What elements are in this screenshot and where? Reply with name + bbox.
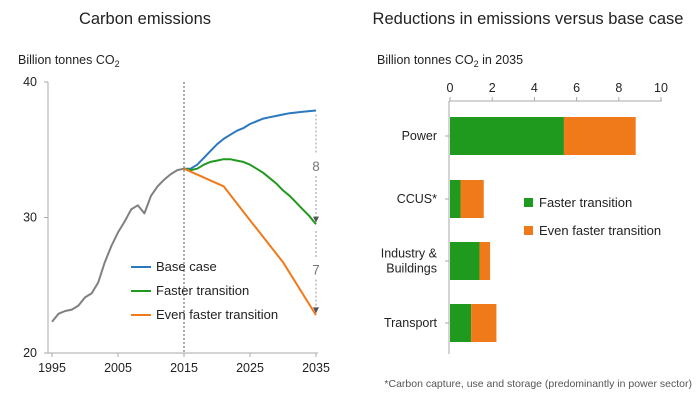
left-y-tick-label: 40 — [23, 75, 37, 89]
left-y-ticks: 20 30 40 — [23, 75, 48, 360]
left-y-unit: Billion tonnes CO2 — [18, 53, 120, 69]
bar-segment — [479, 242, 491, 280]
annotation-value: 8 — [312, 159, 320, 174]
right-x-tick-label: 4 — [531, 81, 538, 95]
right-bars — [450, 117, 636, 342]
left-y-tick-label: 30 — [23, 211, 37, 225]
right-x-tick-label: 6 — [573, 81, 580, 95]
annotation-arrowhead — [313, 216, 319, 223]
left-x-ticks: 1995 2005 2015 2025 2035 — [38, 353, 330, 375]
footnote: *Carbon capture, use and storage (predom… — [384, 378, 692, 390]
legend-label: Base case — [156, 259, 217, 274]
legend-swatch — [524, 226, 533, 235]
left-chart-title: Carbon emissions — [79, 10, 211, 28]
right-category-labels: Power CCUS* Industry & Buildings Transport — [381, 129, 449, 330]
annotation-arrowhead — [313, 307, 319, 314]
legend-swatch — [524, 198, 533, 207]
series-line-historical — [51, 167, 185, 323]
bar-segment — [450, 180, 461, 218]
left-x-tick-label: 2015 — [170, 361, 198, 375]
right-x-tick-label: 2 — [489, 81, 496, 95]
series-line-base-case — [184, 109, 317, 170]
right-chart: Reductions in emissions versus base case… — [373, 10, 692, 390]
legend-label: Even faster transition — [539, 223, 661, 238]
left-y-tick-label: 20 — [23, 346, 37, 360]
right-x-tick-label: 10 — [654, 81, 668, 95]
left-x-tick-label: 2035 — [302, 361, 330, 375]
legend-label: Faster transition — [156, 283, 249, 298]
bar-segment — [450, 304, 472, 342]
left-x-tick-label: 1995 — [38, 361, 66, 375]
left-series-lines — [51, 109, 317, 323]
left-chart: Carbon emissions Billion tonnes CO2 20 30… — [18, 10, 330, 375]
bar-segment — [450, 117, 564, 155]
right-x-ticks: 0 2 4 6 8 10 — [447, 81, 668, 101]
category-label: Industry & Buildings — [381, 247, 438, 276]
right-legend: Faster transition Even faster transition — [524, 195, 661, 238]
bar-segment — [471, 304, 497, 342]
legend-label: Faster transition — [539, 195, 632, 210]
bar-segment — [450, 242, 480, 280]
series-line-faster-transition — [183, 158, 317, 225]
bar-segment — [563, 117, 636, 155]
left-x-tick-label: 2005 — [104, 361, 132, 375]
category-label: Transport — [384, 316, 438, 330]
right-x-unit: Billion tonnes CO2 in 2035 — [377, 53, 523, 69]
right-chart-title: Reductions in emissions versus base case — [373, 10, 684, 28]
category-label: CCUS* — [397, 192, 437, 206]
left-x-tick-label: 2025 — [236, 361, 264, 375]
left-legend: Base case Faster transition Even faster tr… — [131, 259, 278, 322]
annotation-value: 7 — [312, 263, 320, 278]
right-x-tick-label: 0 — [447, 81, 454, 95]
bar-segment — [460, 180, 484, 218]
series-line-even-faster-transition — [183, 167, 317, 316]
right-x-tick-label: 8 — [615, 81, 622, 95]
legend-label: Even faster transition — [156, 307, 278, 322]
left-annotations: 87 — [312, 114, 320, 314]
category-label: Power — [402, 129, 437, 143]
